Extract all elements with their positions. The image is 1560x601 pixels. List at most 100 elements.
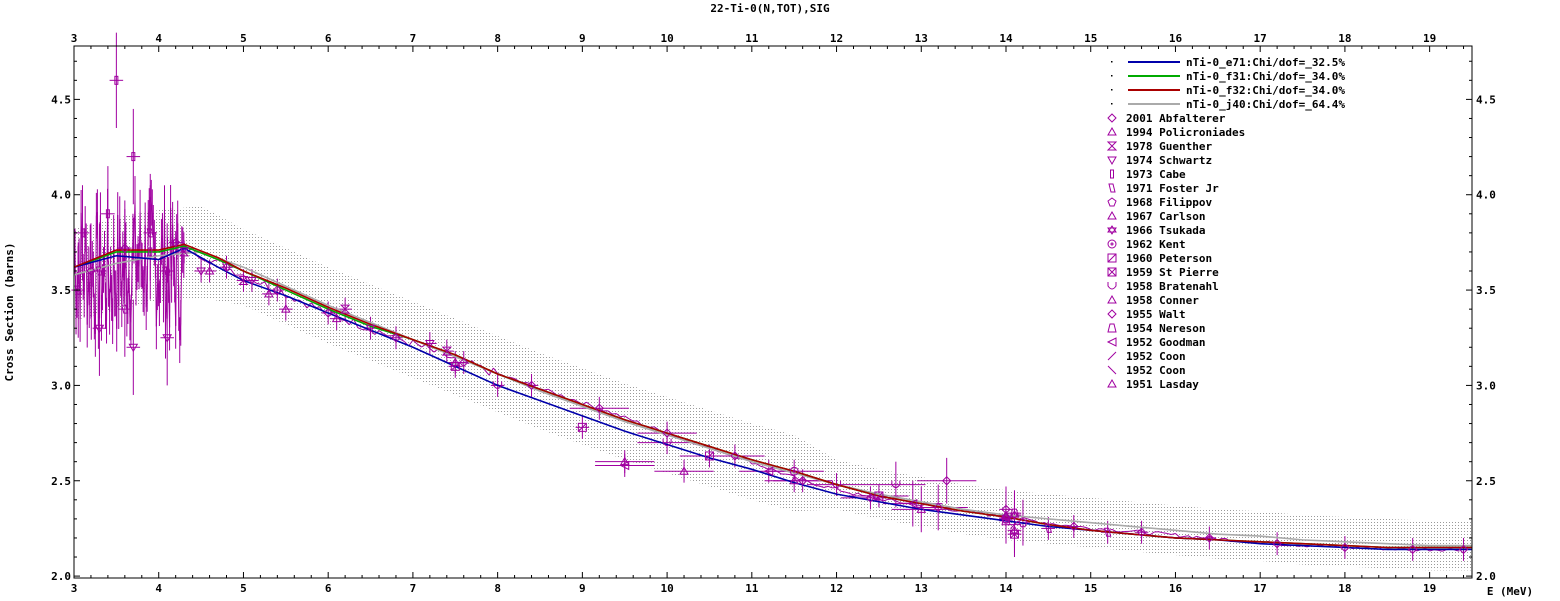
point-2001-abfalterer [1204,533,1215,543]
legend-marker [1107,227,1117,235]
measurement-trace [256,282,261,285]
legend-marker [1107,156,1117,166]
legend-label: 1967 Carlson [1126,210,1205,223]
x-tick-label-bottom: 10 [660,582,673,595]
point-1971-foster-jr [163,266,171,276]
legend-entry: nTi-0_j40:Chi/dof=_64.4% [1111,98,1345,111]
legend-marker [1107,197,1117,207]
legend-entry: 1952 Coon [1107,350,1186,363]
y-tick-label-left: 2.0 [51,570,71,583]
point-1966-tsukada [1009,512,1020,520]
point-1978-guenther [178,247,190,257]
measurement-trace [1149,531,1155,536]
point-1955-walt [941,476,952,486]
point-1973-cabe [114,75,119,85]
measurement-trace [332,311,337,316]
legend-entry: 1971 Foster Jr [1108,182,1219,195]
measurement-trace [789,474,795,477]
measurement-trace [1183,535,1189,538]
point-2001-abfalterer [1407,544,1418,555]
legend-dot [1111,103,1113,105]
measurement-trace [620,415,625,418]
legend-marker [1107,239,1117,249]
point-1962-kent [789,466,799,476]
point-1954-nereson [1009,508,1020,518]
point-2001-abfalterer [391,333,401,343]
legend-label: nTi-0_f32:Chi/dof=_34.0% [1186,84,1345,97]
y-tick-label-left: 4.5 [51,93,71,106]
point-1974-schwartz [247,277,257,286]
x-tick-label-top: 9 [579,32,586,45]
point-2001-abfalterer [120,243,130,253]
legend-entry: 1966 Tsukada [1107,224,1205,237]
measurement-trace [399,338,405,343]
legend-entry: 1960 Peterson [1107,252,1212,265]
legend-dot [1111,75,1113,77]
legend-marker [1107,267,1117,277]
point-1971-foster-jr [146,228,154,238]
measurement-trace [1200,537,1206,539]
legend-entry: 1954 Nereson [1107,322,1205,335]
measurement-trace [815,485,820,487]
point-2001-abfalterer [526,380,537,391]
point-2001-abfalterer [662,428,672,438]
measurement-trace [446,356,452,359]
point-1974-schwartz [196,267,206,277]
point-1954-nereson [1001,516,1011,526]
measurement-trace [1107,528,1113,532]
x-tick-label-bottom: 9 [579,582,586,595]
x-tick-label-bottom: 19 [1423,582,1436,595]
point-2001-abfalterer [459,357,469,368]
legend-entry: 1994 Policroniades [1107,126,1245,139]
measurement-trace [1052,523,1057,526]
legend-marker [1107,253,1117,263]
measurement-trace [1166,532,1172,535]
measurement-trace [1128,530,1134,532]
legend-entry: 1974 Schwartz [1107,154,1212,167]
point-1967-carlson [204,265,215,275]
x-tick-label-top: 14 [999,32,1013,45]
point-1962-kent [1001,514,1011,524]
point-1951-lasday [1009,525,1020,534]
point-1960-peterson [874,491,884,501]
legend-dot [1111,61,1113,63]
legend-label: 1951 Lasday [1126,378,1199,391]
legend-label: 1958 Conner [1126,294,1199,307]
legend: nTi-0_e71:Chi/dof=_32.5%nTi-0_f31:Chi/do… [1106,56,1345,391]
legend-label: 1952 Coon [1126,364,1186,377]
measurement-trace [628,418,634,422]
point-2001-abfalterer [797,476,808,486]
legend-entry: 1952 Goodman [1106,336,1205,349]
x-tick-label-bottom: 11 [745,582,759,595]
covariance-band [74,206,1472,571]
point-1952-coon [1010,520,1019,529]
measurement-trace [1158,531,1163,534]
measurement-trace [895,500,901,504]
x-tick-label-bottom: 15 [1084,582,1097,595]
measurement-trace [785,473,791,476]
point-1994-policroniades [280,304,291,313]
measurement-trace [221,261,227,271]
plot-frame [73,45,1473,579]
x-tick-label-top: 16 [1169,32,1183,45]
measurement-trace [1179,536,1185,538]
measurement-trace [200,258,206,262]
legend-entry: 1959 St Pierre [1107,266,1219,279]
measurement-trace [1145,533,1151,536]
point-2001-abfalterer [170,237,181,248]
legend-marker [1110,169,1114,179]
x-tick-label-top: 19 [1423,32,1436,45]
legend-label: 1958 Bratenahl [1126,280,1219,293]
point-1960-peterson [705,451,714,461]
legend-label: 1955 Walt [1126,308,1186,321]
x-tick-label-bottom: 17 [1254,582,1267,595]
legend-entry: 1955 Walt [1107,308,1186,321]
measurement-trace [772,468,778,472]
point-1968-filippov [1018,518,1028,528]
x-tick-label-bottom: 3 [71,582,78,595]
legend-label: 1966 Tsukada [1126,224,1205,237]
point-1958-conner [1001,510,1011,519]
point-2001-abfalterer [594,403,605,414]
point-1952-goodman [907,498,918,509]
legend-marker [1110,242,1114,246]
